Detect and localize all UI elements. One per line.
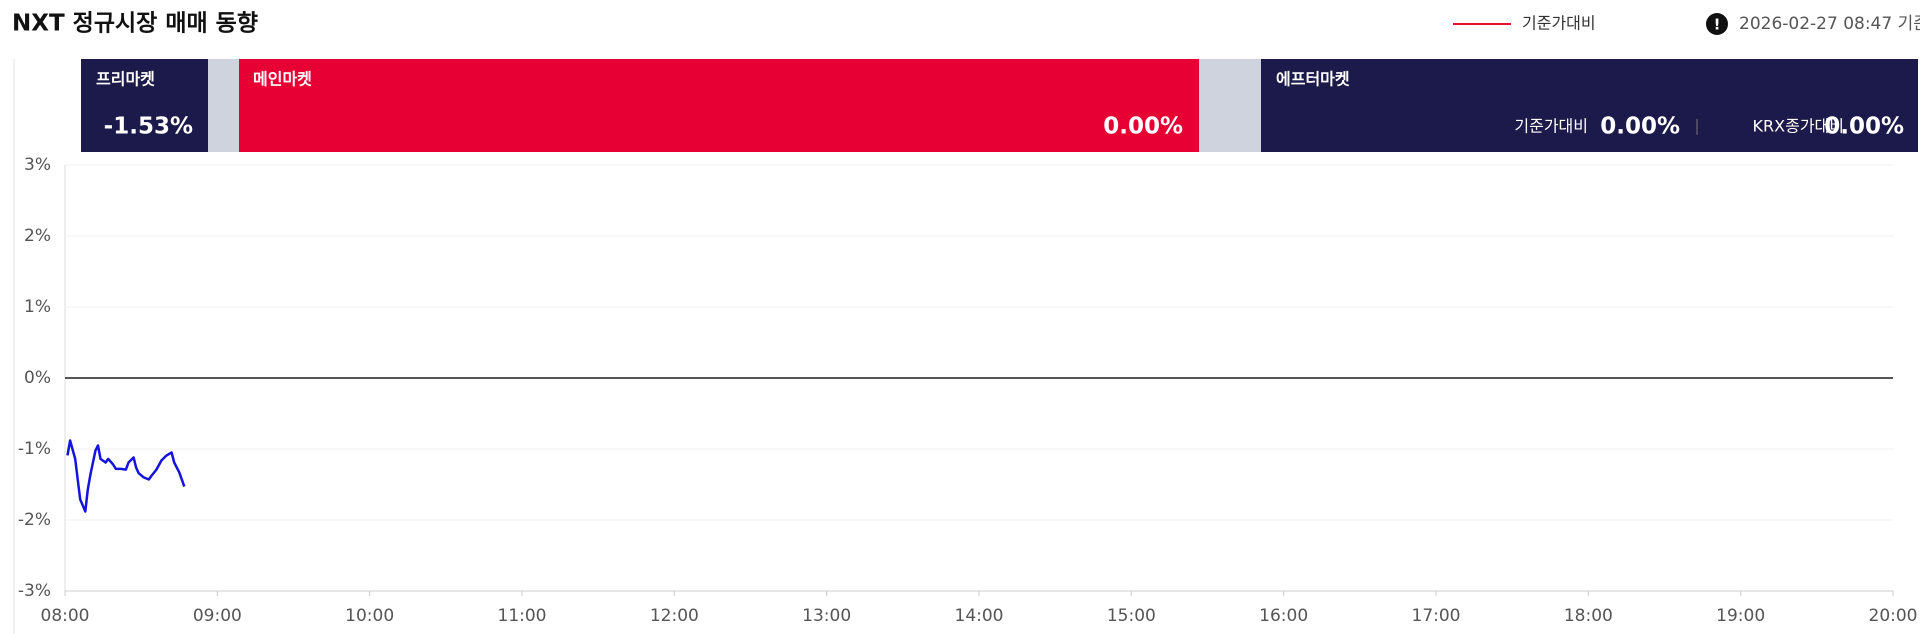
panel-item-value: 0.00% (1824, 114, 1904, 140)
panel-value: -1.53% (104, 114, 193, 140)
premarket-panel (81, 59, 208, 152)
x-tick-label: 11:00 (498, 606, 547, 626)
x-tick-label: 12:00 (650, 606, 699, 626)
panel-name: 메인마켓 (253, 70, 312, 89)
panel-item-label: KRX종가대비 (1753, 117, 1844, 136)
info-icon-mark: ! (1714, 16, 1721, 34)
x-tick-label: 15:00 (1107, 606, 1156, 626)
y-tick-label: 3% (24, 155, 51, 175)
panel-item-label: 기준가대비 (1514, 117, 1588, 136)
timestamp: 2026-02-27 08:47 기준 (1739, 14, 1920, 34)
y-tick-label: 1% (24, 297, 51, 317)
y-tick-label: 2% (24, 226, 51, 246)
break-panel (1199, 59, 1261, 152)
x-tick-label: 19:00 (1716, 606, 1765, 626)
y-tick-label: 0% (24, 368, 51, 388)
panel-name: 에프터마켓 (1276, 70, 1350, 89)
x-tick-label: 13:00 (802, 606, 851, 626)
aftermarket-panel (1261, 59, 1918, 152)
y-tick-label: -1% (18, 439, 51, 459)
y-tick-label: -3% (18, 581, 51, 601)
x-tick-label: 18:00 (1564, 606, 1613, 626)
legend-label: 기준가대비 (1522, 14, 1596, 33)
panel-value: 0.00% (1103, 114, 1183, 140)
series-line (66, 439, 186, 513)
break-panel (208, 59, 239, 152)
x-tick-label: 20:00 (1869, 606, 1918, 626)
mainmarket-panel (239, 59, 1199, 152)
page-title: NXT 정규시장 매매 동향 (12, 11, 258, 37)
x-tick-label: 16:00 (1259, 606, 1308, 626)
y-tick-label: -2% (18, 510, 51, 530)
x-tick-label: 10:00 (345, 606, 394, 626)
x-tick-label: 08:00 (41, 606, 90, 626)
info-icon[interactable] (1706, 13, 1728, 35)
x-tick-label: 09:00 (193, 606, 242, 626)
panel-name: 프리마켓 (96, 70, 155, 89)
panel-item-value: 0.00% (1600, 114, 1680, 140)
x-tick-label: 14:00 (955, 606, 1004, 626)
x-tick-label: 17:00 (1412, 606, 1461, 626)
